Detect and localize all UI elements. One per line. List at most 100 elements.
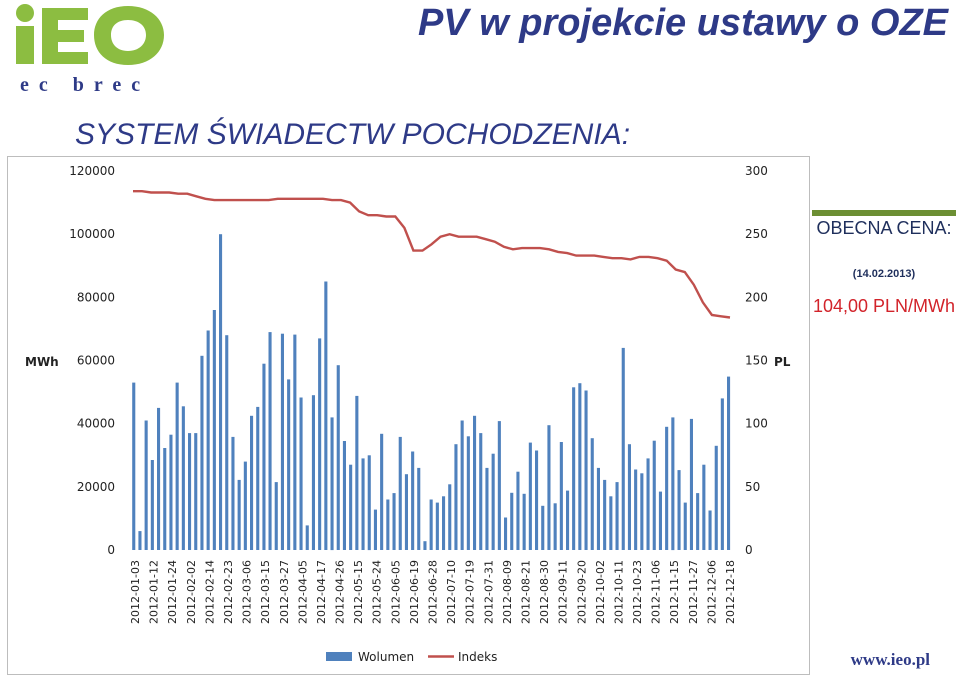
category-label: 2012-10-23 (631, 560, 644, 624)
right-tick-label: 150 (745, 354, 768, 368)
volume-bar (590, 438, 594, 550)
category-label: 2012-09-20 (575, 560, 588, 624)
volume-bar (336, 365, 340, 550)
volume-bar (367, 455, 371, 551)
volume-bar (386, 499, 390, 550)
category-label: 2012-03-27 (278, 560, 291, 624)
category-label: 2012-04-17 (315, 560, 328, 624)
volume-bar (299, 397, 303, 550)
volume-bar (596, 467, 600, 550)
volume-bar (330, 417, 334, 551)
category-label: 2012-01-24 (166, 560, 179, 624)
volume-bar (466, 436, 470, 550)
category-label: 2012-11-06 (650, 560, 663, 624)
price-box-title: OBECNA CENA: (816, 218, 952, 238)
volume-bar (454, 444, 458, 550)
volume-bar (138, 531, 142, 550)
volume-bar (665, 426, 669, 550)
right-tick-label: 0 (745, 543, 753, 557)
ieo-logo: ec brec (0, 0, 175, 100)
category-label: 2012-04-05 (296, 560, 309, 624)
left-axis-label: MWh (25, 355, 59, 369)
volume-bar (287, 379, 291, 550)
volume-bar (318, 338, 322, 550)
volume-bar (683, 502, 687, 550)
volume-bar (181, 406, 185, 550)
volume-bar (225, 335, 229, 550)
volume-bar (423, 541, 427, 550)
right-tick-label: 250 (745, 227, 768, 241)
category-label: 2012-03-06 (241, 560, 254, 624)
right-tick-label: 300 (745, 164, 768, 178)
volume-bar (355, 395, 359, 550)
volume-bar (150, 460, 154, 550)
volume-bar (559, 442, 563, 550)
legend-swatch-wolumen (326, 652, 352, 661)
category-label: 2012-11-15 (668, 560, 681, 624)
category-label: 2012-02-23 (222, 560, 235, 624)
page-title: PV w projekcie ustawy o OZE (417, 2, 948, 44)
volume-bar (658, 491, 662, 550)
left-tick-label: 100000 (69, 227, 115, 241)
left-axis-ticks: 120000 100000 80000 60000 40000 20000 0 (69, 164, 115, 557)
category-label: 2012-05-15 (352, 560, 365, 624)
volume-bar (566, 490, 570, 550)
left-tick-label: 0 (107, 543, 115, 557)
volume-bar (324, 281, 328, 550)
volume-bar (311, 395, 315, 550)
category-labels: 2012-01-03 2012-01-12 2012-01-24 2012-02-02… (129, 560, 737, 624)
volume-bar (250, 415, 254, 550)
category-label: 2012-08-09 (501, 560, 514, 624)
volume-bar (696, 493, 700, 550)
volume-bar (175, 382, 179, 550)
volume-bar (578, 383, 582, 550)
volume-bar (634, 469, 638, 550)
volume-bar (677, 470, 681, 550)
volume-bar (504, 517, 508, 550)
category-label: 2012-07-31 (482, 560, 495, 624)
page-subtitle: SYSTEM ŚWIADECTW POCHODZENIA: (75, 118, 631, 151)
category-label: 2012-06-05 (389, 560, 402, 624)
volume-bar (727, 376, 731, 550)
volume-bar (522, 493, 526, 550)
category-label: 2012-01-03 (129, 560, 142, 624)
volume-bar (417, 467, 421, 550)
category-label: 2012-11-27 (687, 560, 700, 624)
volume-bar (349, 464, 353, 550)
category-label: 2012-12-06 (705, 560, 718, 624)
volume-bar (194, 433, 198, 550)
volume-bar (720, 398, 724, 550)
left-tick-label: 80000 (77, 290, 115, 304)
category-label: 2012-10-11 (612, 560, 625, 624)
volume-bar (169, 434, 173, 550)
volume-bar (144, 420, 148, 550)
volume-bar (671, 417, 675, 551)
volume-bar (280, 333, 284, 550)
right-axis-label: PL (774, 355, 791, 369)
volume-bar (157, 407, 161, 550)
volume-bar (429, 499, 433, 550)
category-label: 2012-07-19 (464, 560, 477, 624)
volume-bar (708, 510, 712, 550)
category-label: 2012-06-19 (408, 560, 421, 624)
volume-bar (274, 482, 278, 550)
volume-bar (231, 436, 235, 550)
price-box-date: (14.02.2013) (852, 268, 916, 280)
volume-bar (516, 471, 520, 550)
legend-label-wolumen: Wolumen (358, 650, 414, 664)
current-price-box: OBECNA CENA: (14.02.2013) 104,00 PLN/MWh (812, 210, 956, 336)
volume-bar (411, 451, 415, 550)
volume-bar (702, 464, 706, 550)
volume-bar (603, 479, 607, 550)
volume-bar (342, 441, 346, 550)
volume-bar (361, 458, 365, 550)
volume-bar (689, 418, 693, 550)
volume-bar (627, 444, 631, 550)
category-label: 2012-09-11 (557, 560, 570, 624)
volume-bar (652, 440, 656, 550)
category-label: 2012-02-02 (185, 560, 198, 624)
logo-letter-e (42, 8, 88, 64)
volume-bar (572, 387, 576, 550)
category-label: 2012-03-15 (259, 560, 272, 624)
volume-bar (541, 505, 545, 550)
